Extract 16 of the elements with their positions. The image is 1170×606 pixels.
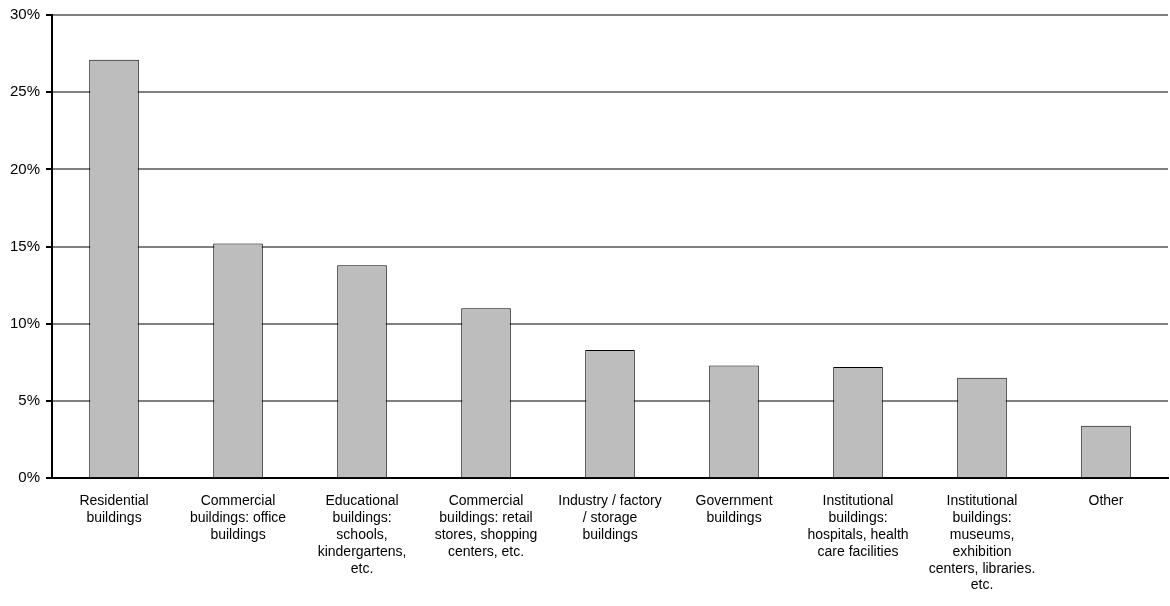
x-tick-label: Industry / factory / storage buildings: [558, 492, 662, 543]
x-tick-label: Educational buildings: schools, kindergartens, etc.: [317, 492, 407, 576]
y-tick-label: 25%: [9, 82, 41, 100]
y-tick-label: 5%: [18, 391, 41, 409]
x-tick-label: Commercial buildings: retail stores, shopping centers, etc.: [434, 492, 538, 559]
x-tick-label: Other: [1088, 492, 1124, 509]
x-tick-label: Institutional buildings: museums, exhibition centers, libraries. etc.: [928, 492, 1036, 593]
x-tick-label: Residential buildings: [79, 492, 149, 526]
x-tick-label: Institutional buildings: hospitals, health care facilities: [807, 492, 909, 559]
y-tick-label: 15%: [9, 236, 41, 254]
x-tick-label: Commercial buildings: office buildings: [189, 492, 287, 543]
y-tick-label: 0%: [18, 468, 41, 486]
y-tick-label: 20%: [9, 159, 41, 177]
y-tick-label: 30%: [9, 5, 41, 23]
y-tick-label: 10%: [9, 313, 41, 331]
x-tick-label: Government buildings: [695, 492, 773, 526]
